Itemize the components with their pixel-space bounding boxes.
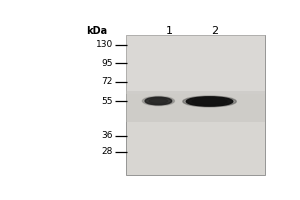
FancyBboxPatch shape [126,35,266,175]
Text: 72: 72 [102,77,113,86]
Text: 2: 2 [211,26,218,36]
FancyBboxPatch shape [126,91,266,122]
Text: kDa: kDa [86,26,107,36]
Ellipse shape [192,98,227,105]
Text: 130: 130 [96,40,113,49]
Text: 28: 28 [102,147,113,156]
Ellipse shape [145,97,172,105]
Text: 95: 95 [102,59,113,68]
Ellipse shape [183,96,236,107]
Ellipse shape [149,98,168,104]
Ellipse shape [186,97,233,106]
Text: 1: 1 [165,26,172,36]
FancyBboxPatch shape [126,35,266,94]
Text: 55: 55 [102,97,113,106]
Text: 36: 36 [102,131,113,140]
Ellipse shape [142,96,174,106]
